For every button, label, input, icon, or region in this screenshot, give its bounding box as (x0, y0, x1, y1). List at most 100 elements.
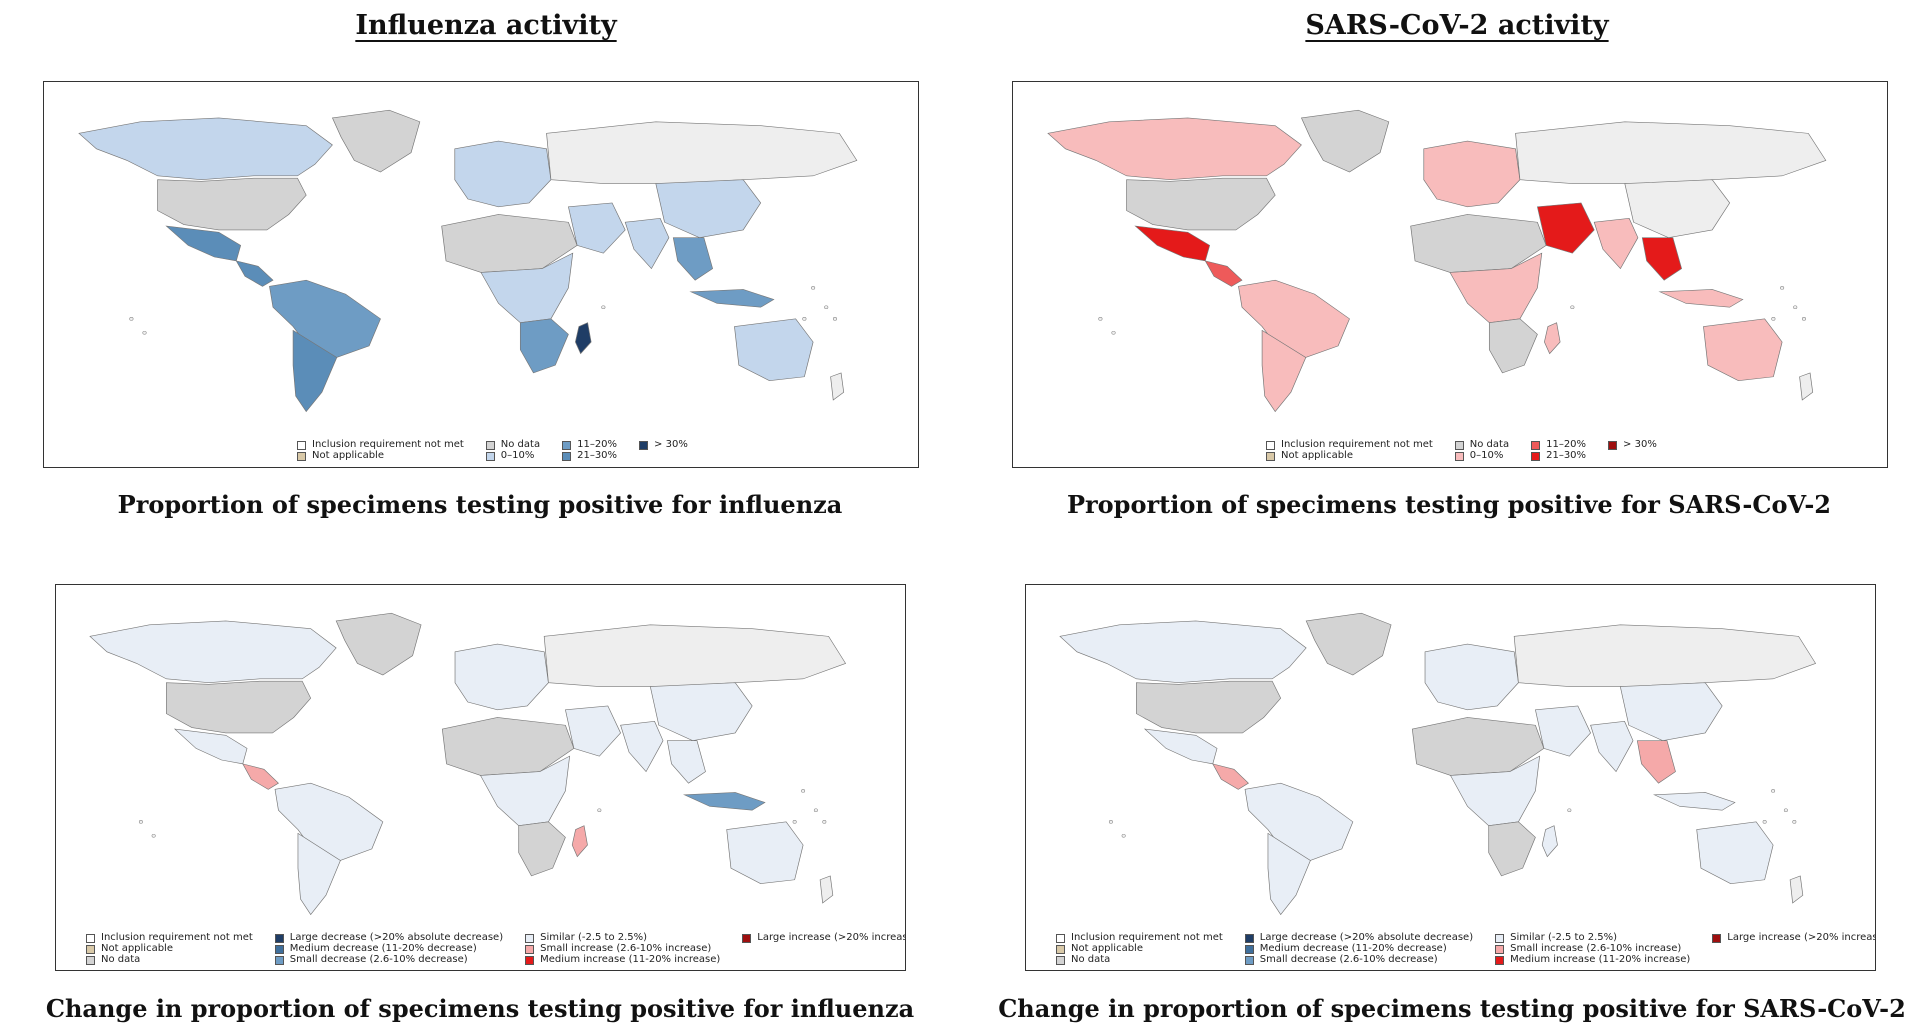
region-central-america (235, 260, 274, 287)
region-africa-central (1449, 755, 1541, 827)
flu-proportion-map-panel: Inclusion requirement not met Not applica… (43, 81, 919, 468)
legend-swatch (562, 451, 572, 461)
legend-item: > 30% (1608, 440, 1657, 450)
legend-label: 0–10% (1469, 450, 1504, 461)
region-middle-east (1536, 202, 1595, 254)
legend-column: Inclusion requirement not met Not applica… (86, 933, 253, 965)
world-map (78, 109, 858, 413)
island-marker (1793, 305, 1798, 310)
region-south-america (1244, 782, 1354, 861)
sars-proportion-caption: Proportion of specimens testing positive… (1066, 490, 1831, 519)
island-marker (601, 305, 606, 310)
legend-column: 11–20% 21–30% (562, 440, 617, 461)
legend-swatch (742, 933, 752, 943)
region-southeast-asia (672, 237, 714, 281)
region-china (649, 682, 753, 742)
island-marker (1108, 820, 1113, 824)
island-marker (811, 286, 816, 290)
legend-swatch (525, 933, 535, 943)
legend-label: No data (500, 439, 541, 450)
legend-item: Inclusion requirement not met (1056, 933, 1223, 943)
legend-swatch (1454, 451, 1464, 461)
legend-label: No data (1469, 439, 1510, 450)
region-north-america (1059, 620, 1307, 684)
legend-swatch (1454, 440, 1464, 450)
legend-label: Small decrease (2.6-10% decrease) (1259, 954, 1438, 965)
legend-item: Not applicable (1266, 451, 1433, 461)
legend-swatch (1056, 955, 1065, 965)
region-southern-cone (1267, 832, 1311, 916)
region-southern-cone (1261, 329, 1307, 413)
region-china (1619, 682, 1723, 742)
map-legend: Inclusion requirement not met Not applica… (1266, 440, 1657, 461)
legend-column: Large increase (>20% increase) (1712, 933, 1875, 943)
region-china (655, 179, 762, 239)
legend-item: 11–20% (1531, 440, 1586, 450)
legend-swatch (525, 955, 535, 965)
legend-column: Large increase (>20% increase) (742, 932, 906, 943)
region-southern-cone (292, 329, 338, 413)
region-new-zealand (1789, 875, 1804, 904)
legend-swatch (525, 944, 535, 954)
legend-label: Not applicable (1281, 450, 1353, 461)
sars-proportion-map-panel: Inclusion requirement not met Not applica… (1012, 81, 1888, 468)
legend-label: Large increase (>20% increase) (757, 932, 906, 943)
legend-item: 21–30% (562, 451, 617, 461)
region-north-america (89, 620, 337, 684)
legend-swatch (1266, 440, 1275, 450)
legend-column: > 30% (1608, 440, 1657, 450)
island-marker (1098, 317, 1103, 321)
influenza-activity-heading: Influenza activity (355, 10, 617, 41)
island-marker (1780, 286, 1785, 290)
legend-item: Small decrease (2.6-10% decrease) (1244, 954, 1473, 965)
region-russia (1515, 121, 1827, 184)
region-africa-central (1449, 252, 1543, 324)
region-usa (157, 177, 307, 231)
legend-item: Large increase (>20% increase) (742, 932, 906, 943)
sars-change-caption: Change in proportion of specimens testin… (998, 994, 1906, 1023)
legend-swatch (1712, 933, 1722, 943)
legend-label: Inclusion requirement not met (312, 439, 464, 450)
legend-item: Small decrease (2.6-10% decrease) (274, 955, 503, 965)
legend-swatch (1495, 933, 1505, 943)
region-indonesia (682, 792, 766, 811)
island-marker (802, 317, 807, 321)
legend-label: Similar (-2.5 to 2.5%) (540, 932, 648, 943)
legend-item: Large increase (>20% increase) (1712, 933, 1875, 943)
region-indonesia (1658, 289, 1744, 308)
island-marker (824, 305, 829, 310)
legend-label: > 30% (1623, 439, 1657, 450)
legend-column: 11–20% 21–30% (1531, 440, 1586, 461)
legend-label: > 30% (654, 439, 688, 450)
region-europe (1424, 643, 1519, 711)
region-china (1624, 179, 1731, 239)
island-marker (1801, 317, 1806, 321)
region-africa-central (480, 252, 574, 324)
island-marker (813, 808, 818, 813)
region-africa-south (519, 318, 569, 374)
legend-column: Large decrease (>20% absolute decrease) M… (1244, 933, 1473, 965)
region-australia (726, 821, 804, 884)
island-marker (1783, 808, 1788, 813)
legend-item: 21–30% (1531, 451, 1586, 461)
island-marker (1567, 808, 1572, 813)
region-europe (454, 643, 549, 711)
legend-item: Not applicable (1056, 944, 1223, 954)
region-africa-south (1488, 318, 1538, 374)
region-india (624, 218, 670, 270)
legend-swatch (274, 955, 284, 965)
legend-item: Not applicable (297, 451, 464, 461)
legend-item: Small increase (2.6-10% increase) (1495, 944, 1690, 954)
region-greenland (335, 612, 422, 676)
legend-swatch (86, 933, 95, 943)
island-marker (138, 820, 143, 824)
legend-item: Large decrease (>20% absolute decrease) (1244, 933, 1473, 943)
region-india (620, 721, 664, 773)
legend-swatch (1244, 944, 1254, 954)
legend-item: Large decrease (>20% absolute decrease) (274, 933, 503, 943)
region-russia (546, 121, 858, 184)
flu-change-caption: Change in proportion of specimens testin… (45, 994, 915, 1023)
legend-label: 11–20% (1546, 439, 1587, 450)
legend-label: Medium increase (11-20% increase) (1510, 954, 1691, 965)
island-marker (1762, 820, 1767, 824)
